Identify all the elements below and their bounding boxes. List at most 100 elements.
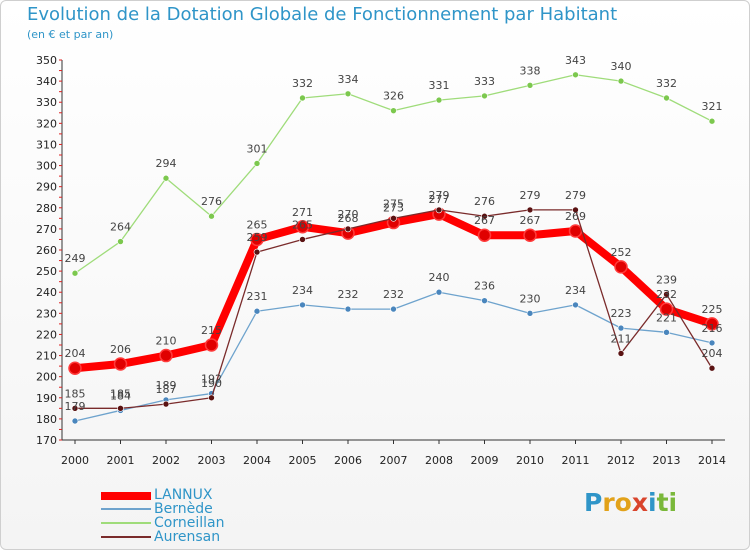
data-label-aurensan: 270 xyxy=(338,208,359,221)
series-line-corneillan xyxy=(74,74,713,274)
data-point-bernede xyxy=(572,301,579,309)
data-point-corneillan xyxy=(208,212,215,220)
y-tick-label: 270 xyxy=(36,223,57,236)
y-tick-label: 310 xyxy=(36,138,57,151)
data-point-bernede xyxy=(435,288,443,296)
data-label-bernede: 189 xyxy=(156,379,177,392)
y-tick-label: 190 xyxy=(36,392,57,405)
data-point-aurensan xyxy=(71,405,79,412)
x-tick-label: 2008 xyxy=(425,454,453,467)
logo-letter: r xyxy=(602,488,615,517)
data-point-bernede xyxy=(299,301,306,309)
data-label-aurensan: 279 xyxy=(520,189,541,202)
data-label-bernede: 231 xyxy=(247,290,268,303)
y-tick-label: 180 xyxy=(36,413,57,426)
data-label-aurensan: 275 xyxy=(383,197,404,210)
data-label-corneillan: 332 xyxy=(656,77,677,90)
data-label-lannux: 265 xyxy=(247,218,268,231)
data-label-lannux: 267 xyxy=(520,214,541,227)
x-tick-label: 2002 xyxy=(152,454,180,467)
proxiti-logo: Proxiti xyxy=(584,488,677,517)
logo-letter: i xyxy=(668,488,678,517)
legend-item-corneillan: Corneillan xyxy=(101,516,301,531)
data-label-corneillan: 294 xyxy=(156,157,177,170)
data-point-bernede xyxy=(71,417,79,425)
data-label-bernede: 223 xyxy=(611,307,632,320)
data-label-corneillan: 276 xyxy=(201,195,222,208)
legend-swatch-corneillan xyxy=(101,522,151,524)
legend-swatch-lannux xyxy=(101,492,151,500)
legend-swatch-bernede xyxy=(101,508,151,510)
data-label-aurensan: 185 xyxy=(110,387,131,400)
y-tick-label: 350 xyxy=(36,54,57,67)
x-tick-label: 2005 xyxy=(289,454,317,467)
data-label-lannux: 204 xyxy=(65,347,86,360)
data-label-lannux: 269 xyxy=(565,210,586,223)
data-point-lannux xyxy=(705,317,719,331)
data-point-aurensan xyxy=(526,206,534,214)
data-point-aurensan xyxy=(572,206,579,214)
data-label-lannux: 225 xyxy=(702,303,723,316)
data-point-aurensan xyxy=(162,400,170,408)
data-point-corneillan xyxy=(526,82,534,89)
data-label-corneillan: 326 xyxy=(383,90,404,103)
logo-letter: i xyxy=(648,488,657,517)
data-point-aurensan xyxy=(435,206,443,214)
data-label-aurensan: 187 xyxy=(156,383,177,396)
data-point-bernede xyxy=(390,305,397,313)
logo-letter: t xyxy=(656,488,669,517)
data-label-corneillan: 321 xyxy=(702,100,723,113)
data-point-aurensan xyxy=(708,364,716,372)
data-point-bernede xyxy=(344,305,352,313)
y-tick-label: 240 xyxy=(36,286,57,299)
data-point-bernede xyxy=(481,297,488,304)
data-label-bernede: 179 xyxy=(65,400,86,413)
data-label-corneillan: 331 xyxy=(429,79,450,92)
y-tick-label: 340 xyxy=(36,75,57,88)
data-label-aurensan: 211 xyxy=(611,332,632,345)
data-point-corneillan xyxy=(435,96,443,104)
data-label-aurensan: 190 xyxy=(201,377,222,390)
data-label-aurensan: 265 xyxy=(292,218,313,231)
data-point-corneillan xyxy=(117,238,124,245)
data-label-bernede: 192 xyxy=(201,373,222,386)
legend-swatch-aurensan xyxy=(101,536,151,538)
data-point-aurensan xyxy=(617,350,625,357)
data-point-lannux xyxy=(659,302,674,316)
data-label-corneillan: 334 xyxy=(338,73,359,86)
data-point-aurensan xyxy=(299,236,306,243)
data-point-lannux xyxy=(159,348,173,363)
legend-item-bernede: Bernède xyxy=(101,502,301,517)
data-point-corneillan xyxy=(663,94,670,102)
data-label-corneillan: 249 xyxy=(65,252,86,265)
data-point-aurensan xyxy=(117,405,124,412)
y-tick-label: 320 xyxy=(36,117,57,130)
data-point-lannux xyxy=(113,357,128,371)
data-point-corneillan xyxy=(71,269,79,277)
data-label-lannux: 271 xyxy=(292,206,313,219)
y-tick-label: 290 xyxy=(36,181,57,194)
data-point-corneillan xyxy=(708,117,716,125)
data-label-lannux: 210 xyxy=(156,335,177,348)
logo-letter: x xyxy=(631,488,648,517)
data-label-aurensan: 185 xyxy=(65,387,86,400)
logo-letter: o xyxy=(614,488,632,517)
y-tick-label: 170 xyxy=(36,434,57,447)
y-tick-label: 300 xyxy=(36,160,57,173)
chart-title: Evolution de la Dotation Globale de Fonc… xyxy=(27,4,618,25)
data-label-corneillan: 264 xyxy=(110,221,131,234)
data-label-bernede: 230 xyxy=(520,292,541,305)
x-tick-label: 2013 xyxy=(653,454,681,467)
legend-label-lannux: LANNUX xyxy=(154,487,213,503)
data-label-lannux: 267 xyxy=(474,214,495,227)
x-tick-label: 2001 xyxy=(107,454,135,467)
data-point-corneillan xyxy=(299,94,306,102)
data-label-aurensan: 276 xyxy=(474,195,495,208)
data-label-lannux: 277 xyxy=(429,193,450,206)
data-label-aurensan: 279 xyxy=(565,189,586,202)
data-point-corneillan xyxy=(344,90,352,98)
data-point-corneillan xyxy=(162,174,170,182)
data-point-bernede xyxy=(526,310,534,317)
data-label-bernede: 221 xyxy=(656,311,677,324)
